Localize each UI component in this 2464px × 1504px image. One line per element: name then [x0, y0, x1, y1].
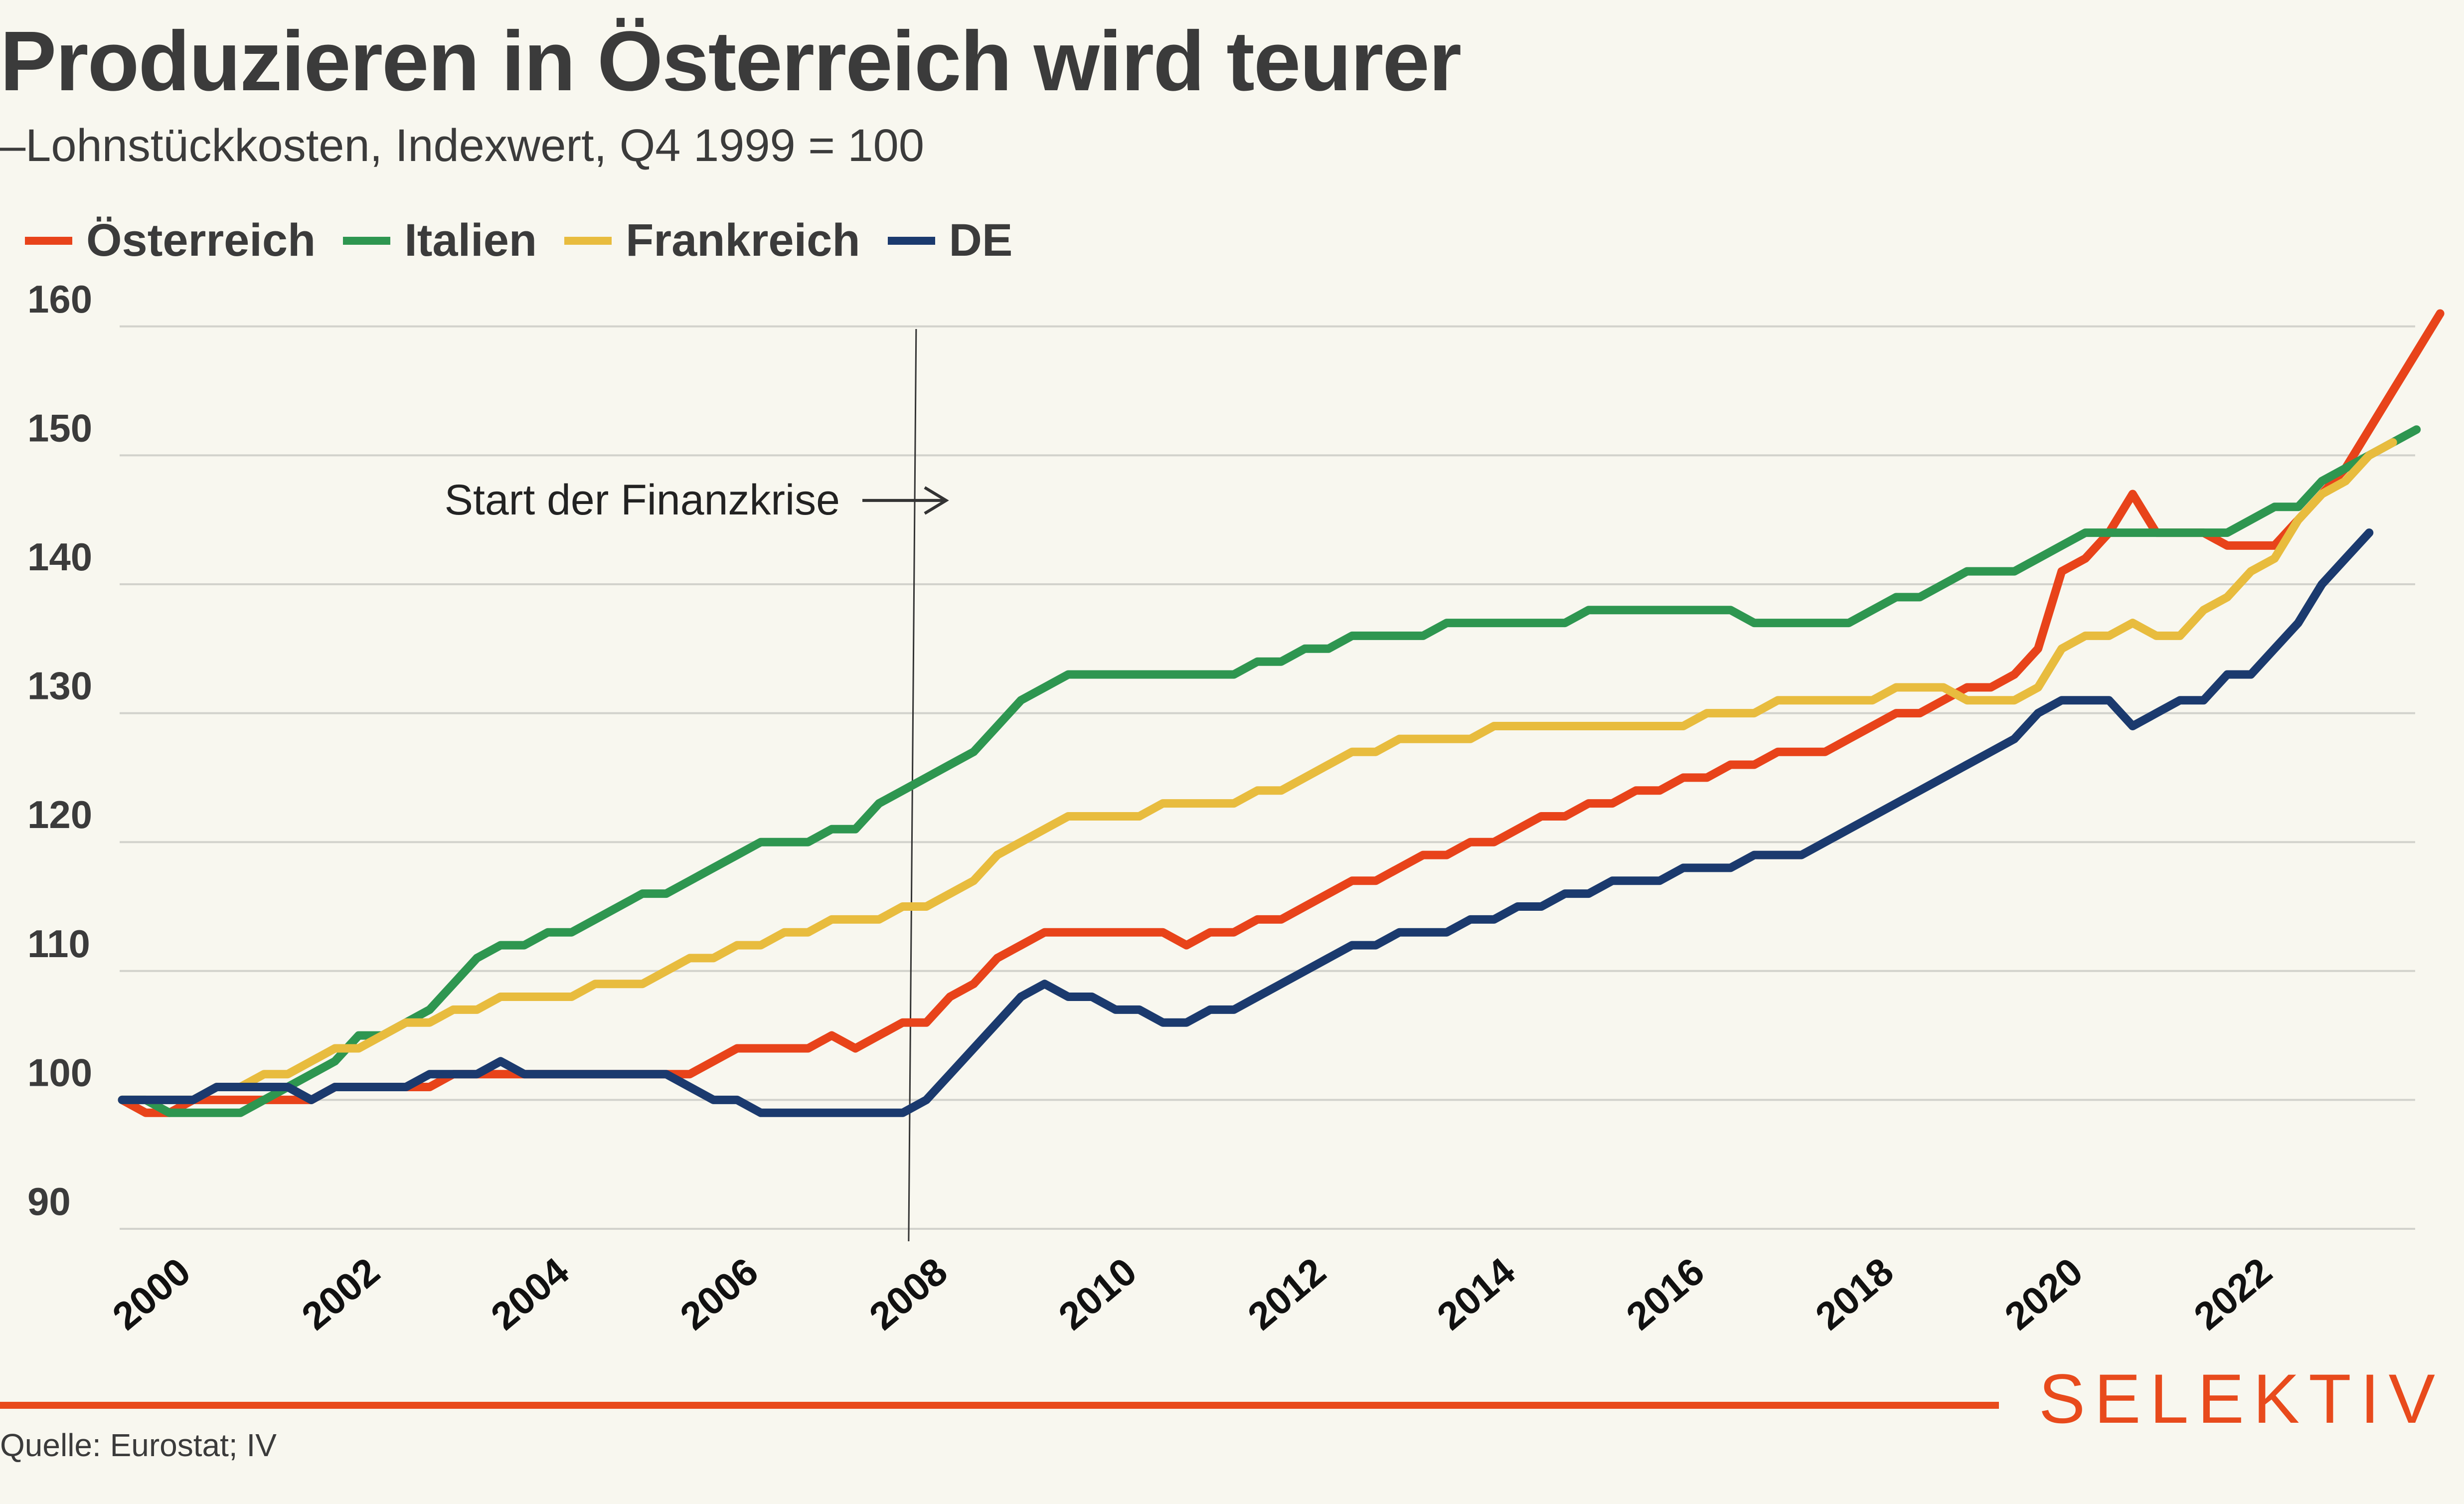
x-tick-label: 2002	[293, 1249, 387, 1338]
series-line-frankreich	[118, 438, 2397, 1104]
x-tick-label: 2008	[861, 1249, 955, 1338]
series-line-de	[118, 528, 2374, 1117]
y-tick-label: 160	[27, 277, 92, 321]
x-tick-label: 2012	[1239, 1249, 1333, 1338]
legend-swatch	[887, 236, 935, 245]
legend-item: Österreich	[25, 214, 316, 267]
legend-label: Österreich	[86, 215, 316, 266]
y-tick-label: 100	[27, 1050, 92, 1094]
chart-legend: Österreich Italien Frankreich DE	[25, 214, 1040, 267]
legend-item: Frankreich	[564, 214, 860, 267]
x-tick-label: 2006	[672, 1249, 766, 1338]
y-tick-label: 140	[27, 535, 92, 579]
legend-item: Italien	[343, 214, 537, 267]
y-tick-label: 90	[27, 1179, 71, 1223]
x-tick-label: 2018	[1807, 1249, 1901, 1338]
series-lines	[118, 309, 2445, 1117]
legend-label: Italien	[404, 215, 537, 266]
x-tick-label: 2020	[1996, 1249, 2091, 1338]
x-tick-label: 2010	[1050, 1249, 1145, 1338]
chart-subtitle: –Lohnstückkosten, Indexwert, Q4 1999 = 1…	[0, 120, 925, 171]
source-note: Quelle: Eurostat; IV	[0, 1427, 277, 1463]
legend-label: Frankreich	[626, 215, 860, 266]
series-line--sterreich	[118, 309, 2445, 1117]
legend-item: DE	[887, 214, 1013, 267]
chart-title: Produzieren in Österreich wird teurer	[0, 14, 1462, 109]
legend-swatch	[564, 236, 612, 245]
legend-swatch	[25, 236, 72, 245]
x-tick-label: 2016	[1618, 1249, 1712, 1338]
y-tick-label: 130	[27, 664, 92, 708]
legend-label: DE	[949, 215, 1013, 266]
y-tick-label: 120	[27, 793, 92, 836]
annotation-arrowhead	[924, 486, 949, 515]
legend-swatch	[343, 236, 391, 245]
x-tick-label: 2004	[483, 1249, 577, 1338]
annotation-label: Start der Finanzkrise	[445, 476, 840, 524]
y-tick-label: 110	[27, 922, 90, 966]
series-line-italien	[118, 425, 2421, 1117]
annotation-group: Start der Finanzkrise	[445, 329, 949, 1242]
grid-lines	[120, 325, 2415, 1230]
x-tick-label: 2014	[1429, 1249, 1523, 1338]
y-tick-label: 150	[27, 406, 92, 450]
x-tick-label: 2022	[2185, 1249, 2280, 1338]
brand-logo: SELEKTIV	[2038, 1359, 2444, 1438]
footer-rule	[0, 1402, 1999, 1409]
x-tick-label: 2000	[104, 1249, 198, 1338]
